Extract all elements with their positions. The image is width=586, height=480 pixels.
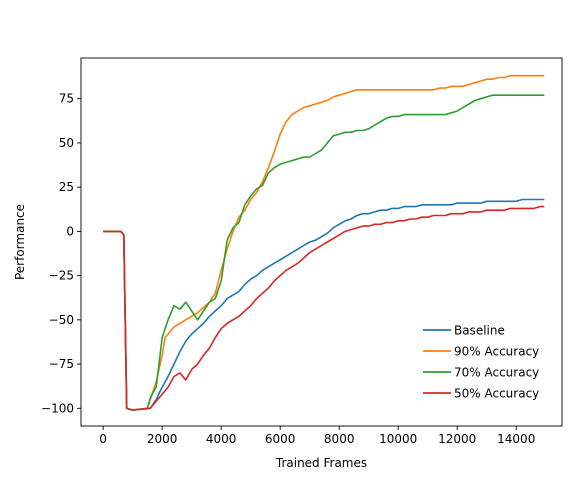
y-tick-label: −25 (49, 269, 74, 283)
x-tick-label: 6000 (265, 432, 296, 446)
legend: Baseline 90% Accuracy 70% Accuracy 50% Accu… (423, 324, 539, 401)
x-tick-label: 14000 (497, 432, 535, 446)
x-tick-label: 12000 (438, 432, 476, 446)
y-tick-label: −100 (41, 401, 74, 415)
series-line-50-accuracy (103, 205, 545, 411)
series-lines (103, 74, 545, 411)
legend-label: Baseline (454, 324, 505, 338)
y-axis-label: Performance (13, 204, 27, 280)
series-line-90-accuracy (103, 74, 545, 411)
x-tick-label: 4000 (206, 432, 237, 446)
x-axis-label: Trained Frames (275, 456, 367, 470)
series-line-70-accuracy (103, 94, 545, 411)
y-tick-label: −75 (49, 357, 74, 371)
y-tick-label: 50 (59, 136, 74, 150)
series-line-baseline (103, 198, 545, 411)
legend-label: 70% Accuracy (454, 366, 539, 380)
y-tick-label: 0 (66, 224, 74, 238)
y-tick-label: −50 (49, 313, 74, 327)
x-tick-label: 2000 (147, 432, 178, 446)
plot-frame (80, 57, 563, 427)
y-tick-label: 25 (59, 180, 74, 194)
legend-label: 90% Accuracy (454, 345, 539, 359)
x-tick-label: 10000 (379, 432, 417, 446)
legend-label: 50% Accuracy (454, 387, 539, 401)
x-tick-label: 8000 (324, 432, 355, 446)
x-tick-label: 0 (99, 432, 107, 446)
axes: 0 2000 4000 6000 8000 10000 12000 14000 −100 −75 −… (41, 57, 563, 446)
y-tick-label: 75 (59, 92, 74, 106)
